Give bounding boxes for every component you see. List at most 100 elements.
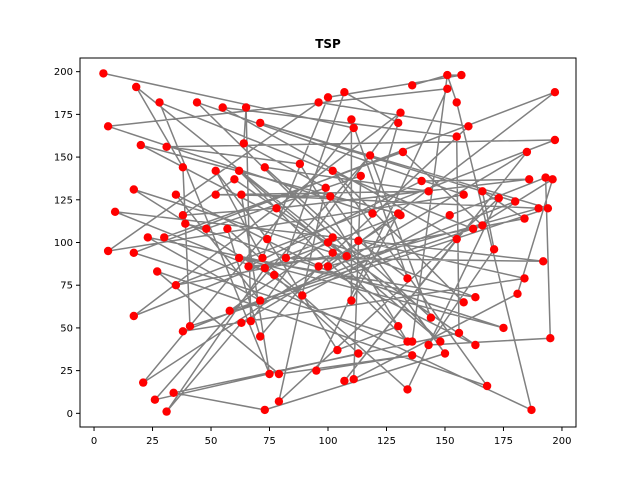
city-point	[328, 166, 337, 175]
city-point	[178, 211, 188, 220]
city-point	[169, 388, 178, 397]
city-point	[314, 262, 323, 271]
city-point	[260, 405, 269, 415]
city-point	[103, 246, 113, 256]
city-point	[103, 122, 113, 131]
y-tick-label: 175	[54, 110, 73, 121]
city-point	[263, 234, 272, 244]
y-tick-label: 50	[60, 323, 73, 334]
city-point	[396, 211, 405, 220]
city-point	[162, 407, 171, 416]
city-point	[256, 296, 265, 305]
city-point	[408, 81, 417, 90]
city-point	[244, 262, 253, 271]
city-point	[298, 291, 307, 300]
city-point	[136, 140, 145, 150]
city-point	[139, 378, 148, 387]
city-point	[347, 115, 356, 124]
city-point	[459, 298, 468, 307]
city-point	[349, 123, 358, 133]
city-point	[408, 351, 417, 360]
city-point	[143, 233, 152, 242]
y-tick-label: 25	[60, 366, 73, 377]
city-point	[464, 122, 473, 131]
city-point	[162, 142, 171, 151]
city-point	[471, 340, 480, 350]
city-point	[443, 84, 452, 94]
city-point	[354, 236, 363, 245]
city-point	[99, 69, 108, 78]
x-tick-label: 75	[263, 436, 276, 447]
city-point	[471, 293, 480, 302]
city-point	[342, 252, 351, 261]
city-point	[171, 281, 181, 290]
city-point	[323, 238, 333, 247]
city-point	[356, 171, 365, 181]
x-tick-label: 150	[435, 436, 454, 447]
x-tick-label: 125	[377, 436, 396, 447]
city-point	[192, 98, 202, 107]
city-point	[323, 262, 333, 271]
city-point	[489, 245, 499, 254]
city-point	[340, 88, 349, 97]
city-point	[347, 296, 356, 305]
city-point	[398, 147, 408, 157]
city-point	[314, 98, 323, 107]
city-point	[550, 88, 560, 97]
city-point	[548, 175, 557, 184]
y-tick-label: 200	[54, 67, 73, 78]
city-point	[241, 103, 251, 112]
city-point	[394, 118, 403, 128]
city-point	[452, 234, 461, 244]
city-point	[368, 209, 377, 218]
city-point	[426, 313, 436, 322]
y-axis: 0 25 50 75 100 125 150 175 200	[54, 67, 80, 420]
city-point	[445, 211, 454, 220]
city-point	[417, 176, 426, 186]
city-point	[452, 98, 461, 107]
x-axis: 0 25 50 75 100 125 150 175 200	[91, 427, 572, 447]
city-point	[333, 345, 342, 355]
city-point	[295, 159, 305, 169]
city-point	[274, 397, 284, 406]
x-tick-label: 175	[494, 436, 513, 447]
city-point	[202, 224, 211, 233]
city-point	[520, 214, 529, 223]
city-point	[270, 270, 279, 280]
city-point	[546, 334, 555, 343]
city-point	[181, 219, 190, 228]
x-tick-label: 100	[318, 436, 337, 447]
city-point	[312, 366, 321, 375]
city-point	[237, 190, 246, 199]
city-point	[513, 289, 522, 298]
city-point	[452, 132, 461, 141]
x-tick-label: 0	[91, 436, 97, 447]
city-point	[171, 190, 181, 199]
city-point	[178, 327, 188, 336]
city-point	[323, 93, 333, 102]
city-point	[499, 323, 508, 333]
city-point	[321, 183, 330, 192]
city-point	[260, 263, 269, 273]
city-point	[225, 306, 234, 315]
city-point	[440, 349, 450, 358]
city-point	[265, 369, 274, 379]
city-point	[153, 267, 162, 276]
city-point	[340, 376, 349, 386]
y-tick-label: 0	[67, 409, 73, 420]
city-point	[132, 82, 141, 92]
city-point	[494, 193, 503, 203]
city-point	[129, 248, 138, 257]
city-point	[478, 187, 487, 196]
city-point	[354, 349, 363, 358]
x-tick-label: 25	[146, 436, 159, 447]
city-point	[539, 257, 548, 266]
city-point	[403, 274, 412, 283]
city-point	[468, 224, 478, 233]
city-point	[326, 192, 335, 201]
city-point	[459, 190, 468, 199]
city-point	[534, 204, 543, 213]
city-point	[365, 151, 375, 160]
city-point	[211, 190, 220, 199]
